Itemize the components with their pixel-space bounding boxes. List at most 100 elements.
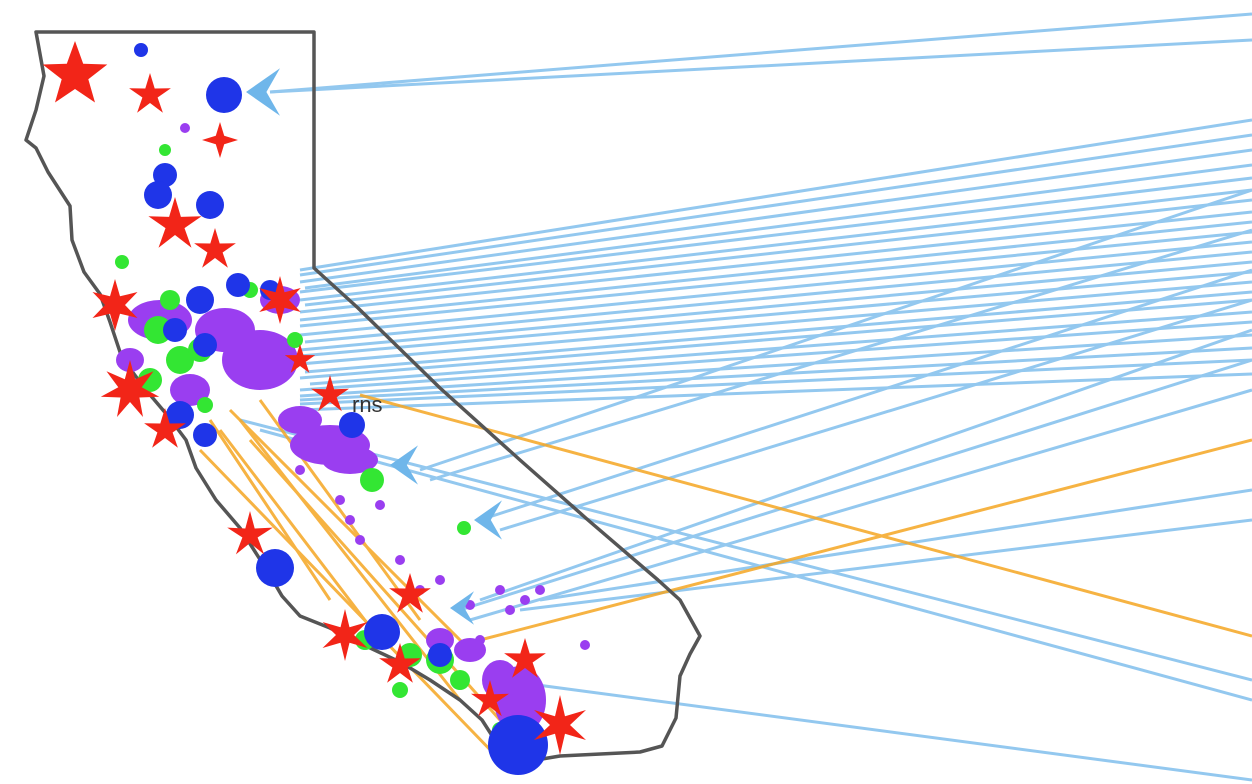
blue-circle [186,286,214,314]
green-dot [166,346,194,374]
flow-line-orange [218,429,382,641]
green-dot [287,332,303,348]
blue-circle [134,43,148,57]
purple-dot [180,123,190,133]
red-star [144,408,186,448]
blue-circle [339,412,365,438]
flow-line-blue [299,320,1252,392]
blue-circle [163,318,187,342]
flow-arrowhead [246,68,280,116]
flow-line-blue [269,38,1252,94]
flow-line-blue [239,418,1252,682]
purple-dot [355,535,365,545]
red-star [194,228,236,268]
green-dot [159,144,171,156]
flow-line-orange [198,448,502,762]
flow-line-orange [359,393,1252,638]
red-star [471,680,509,717]
flow-line-blue [299,176,1252,294]
purple-cluster [278,406,322,434]
flow-line-blue [299,260,1252,352]
flow-line-blue [299,270,1252,358]
red-star [322,609,368,661]
flow-line-orange [258,399,422,621]
red-star [227,511,273,555]
purple-dot [395,555,405,565]
california-outline [24,30,702,772]
green-dot [115,255,129,269]
purple-dot [435,575,445,585]
red-star [259,276,301,324]
purple-dot [580,640,590,650]
flow-line-blue [299,220,1252,322]
blue-circle [193,423,217,447]
green-dot [197,397,213,413]
green-dot [138,368,162,392]
green-dot [392,682,408,698]
purple-cluster [170,374,210,406]
blue-circle [144,181,172,209]
flow-arrowhead [474,500,502,540]
blue-circle [256,549,294,587]
flow-arrowheads [246,68,502,625]
inbound-flow-lines [239,12,1252,782]
flow-line-blue [469,388,1252,622]
purple-dot [295,465,305,475]
red-star [92,279,138,331]
flow-line-blue [304,163,1252,290]
flow-line-blue [299,133,1252,277]
red-star [42,41,108,103]
flow-line-blue [299,240,1252,337]
red-star [504,638,546,678]
flow-line-blue [299,358,1252,406]
flow-line-blue [429,228,1252,482]
blue-circle [488,715,548,775]
flow-line-blue [304,198,1252,307]
purple-dot [505,605,515,615]
purple-dot [535,585,545,595]
flow-line-blue [299,333,1252,398]
green-dot [457,521,471,535]
red-star [148,197,202,248]
flow-line-blue [459,358,1252,612]
flow-line-blue [499,298,1252,532]
flow-line-blue [539,488,1252,602]
blue-circle [428,643,452,667]
flow-line-blue [299,280,1252,366]
flow-line-blue [299,148,1252,284]
flow-line-orange [228,408,472,652]
flow-line-blue [259,428,1252,702]
map-label-fragment: rns [352,392,383,417]
flow-line-blue [304,250,1252,344]
purple-dot [375,500,385,510]
flow-line-blue [479,268,1252,522]
flow-line-orange [479,438,1252,642]
red-star [534,695,586,755]
flow-arrowhead [390,445,418,485]
red-star [100,360,160,417]
green-dot [144,316,172,344]
flow-line-blue [299,298,1252,380]
blue-circle [166,401,194,429]
green-dot [160,290,180,310]
green-dot [360,468,384,492]
flow-line-orange [238,419,462,701]
red-star-layer [42,41,586,755]
red-star [311,375,349,412]
blue-circle [206,77,242,113]
flow-line-blue [519,518,1252,612]
blue-circle [364,614,400,650]
red-star [129,73,171,113]
purple-dot [495,585,505,595]
purple-cluster [322,446,378,474]
flow-line-blue [499,678,1252,782]
green-dot [450,670,470,690]
flow-line-blue [419,188,1252,472]
purple-dot [475,635,485,645]
flow-line-blue [269,12,1252,94]
flow-line-blue [479,328,1252,602]
flow-line-blue [299,118,1252,272]
flow-line-blue [299,230,1252,328]
red-star [202,122,238,158]
